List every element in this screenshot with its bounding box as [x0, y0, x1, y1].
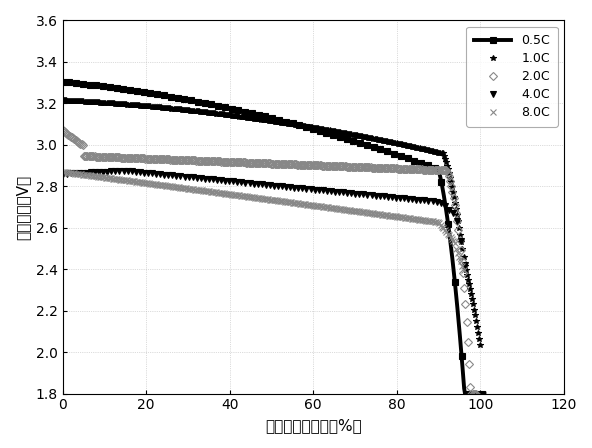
2.0C [468, 391, 475, 396]
8.0C [252, 195, 259, 200]
2.0C [472, 391, 480, 396]
2.0C [279, 161, 287, 167]
0.5C [259, 113, 266, 119]
2.0C [303, 162, 310, 168]
4.0C [464, 280, 471, 285]
1.0C [361, 134, 368, 139]
2.0C [455, 228, 462, 233]
8.0C [288, 200, 295, 205]
2.0C [59, 128, 66, 133]
4.0C [427, 198, 435, 204]
1.0C [322, 127, 329, 133]
4.0C [60, 171, 67, 177]
2.0C [250, 160, 257, 165]
0.5C [262, 114, 269, 119]
4.0C [300, 186, 307, 191]
2.0C [169, 157, 176, 162]
1.0C [477, 342, 484, 348]
0.5C [472, 391, 479, 396]
0.5C [481, 391, 488, 396]
1.0C [224, 112, 231, 118]
1.0C [362, 134, 369, 140]
4.0C [301, 186, 308, 191]
Y-axis label: 放电电压（V）: 放电电压（V） [15, 174, 30, 240]
Line: 4.0C: 4.0C [59, 167, 471, 286]
8.0C [121, 177, 128, 183]
Line: 2.0C: 2.0C [60, 128, 479, 396]
0.5C [405, 156, 412, 161]
0.5C [461, 391, 468, 396]
0.5C [310, 126, 317, 132]
4.0C [402, 196, 409, 201]
8.0C [59, 169, 66, 174]
1.0C [110, 101, 117, 106]
Legend: 0.5C, 1.0C, 2.0C, 4.0C, 8.0C: 0.5C, 1.0C, 2.0C, 4.0C, 8.0C [466, 27, 558, 127]
0.5C [287, 120, 294, 125]
4.0C [59, 171, 66, 177]
0.5C [59, 79, 66, 84]
8.0C [390, 213, 397, 219]
Line: 1.0C: 1.0C [60, 98, 483, 348]
4.0C [308, 187, 316, 192]
8.0C [460, 267, 467, 273]
1.0C [195, 109, 202, 114]
4.0C [121, 168, 128, 173]
8.0C [392, 214, 400, 219]
2.0C [466, 384, 474, 389]
1.0C [59, 98, 66, 103]
Line: 0.5C: 0.5C [60, 79, 487, 396]
Line: 8.0C: 8.0C [60, 169, 466, 273]
X-axis label: 放电容量保持率（%）: 放电容量保持率（%） [265, 418, 362, 433]
8.0C [306, 202, 313, 207]
